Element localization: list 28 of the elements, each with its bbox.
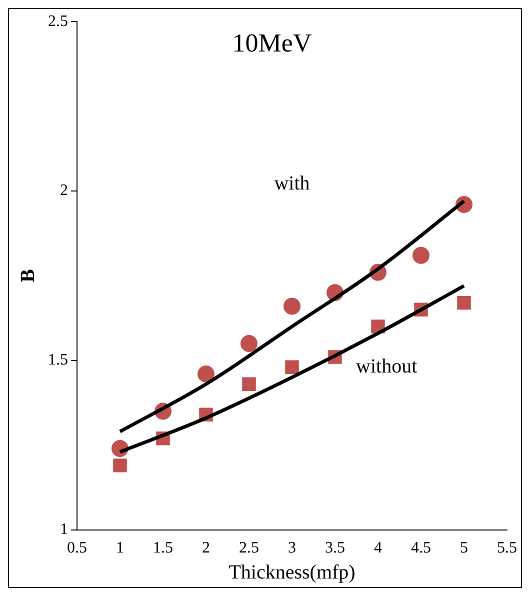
y-axis-title: B	[17, 269, 40, 282]
point	[457, 296, 471, 310]
point	[242, 377, 256, 391]
x-tick-label: 3	[288, 540, 296, 557]
x-tick-label: 5.5	[497, 540, 517, 557]
annotation: without	[356, 356, 418, 378]
x-tick-label: 1	[116, 540, 124, 557]
x-axis-title: Thickness(mfp)	[228, 561, 356, 584]
chart-title: 10MeV	[232, 28, 312, 58]
y-tick-label: 1	[60, 521, 68, 538]
point	[285, 360, 299, 374]
x-tick-label: 4.5	[411, 540, 431, 557]
x-tick-label: 0.5	[67, 540, 87, 557]
x-tick-label: 3.5	[325, 540, 345, 557]
x-tick-label: 2	[202, 540, 210, 557]
point	[113, 458, 127, 472]
point	[240, 334, 258, 352]
point	[284, 298, 300, 315]
point	[198, 365, 214, 382]
y-tick-label: 2.5	[48, 12, 68, 30]
x-tick-label: 5	[460, 540, 468, 557]
annotation: with	[274, 172, 310, 195]
y-tick-label: 2	[60, 182, 68, 200]
y-tick-label: 1.5	[48, 352, 68, 369]
x-tick-label: 1.5	[153, 540, 173, 557]
x-tick-label: 4	[374, 540, 382, 557]
point	[412, 246, 430, 264]
x-tick-label: 2.5	[239, 540, 259, 557]
